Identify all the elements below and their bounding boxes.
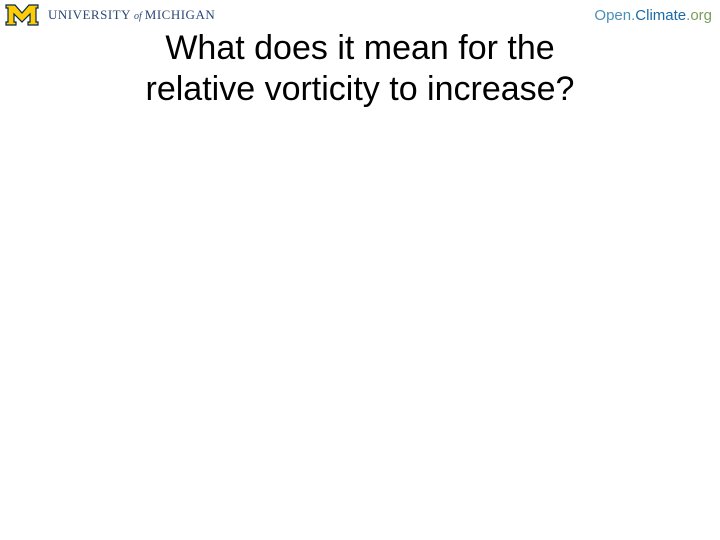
openclimate-logo: Open. Climate . org: [594, 7, 712, 24]
title-line-1: What does it mean for the: [50, 28, 670, 69]
wordmark-of: of: [134, 11, 142, 22]
wordmark-michigan: MICHIGAN: [145, 7, 215, 23]
university-wordmark: UNIVERSITY of MICHIGAN: [48, 7, 215, 23]
slide-header: UNIVERSITY of MICHIGAN Open. Climate . o…: [0, 0, 720, 30]
oc-open: Open.: [594, 7, 635, 24]
wordmark-university: UNIVERSITY: [48, 7, 131, 23]
title-line-2: relative vorticity to increase?: [50, 69, 670, 110]
block-m-icon: [4, 2, 40, 28]
university-logo: UNIVERSITY of MICHIGAN: [4, 2, 215, 28]
slide-title: What does it mean for the relative vorti…: [0, 28, 720, 110]
oc-climate: Climate: [635, 7, 686, 24]
oc-org: org: [690, 7, 712, 24]
slide: UNIVERSITY of MICHIGAN Open. Climate . o…: [0, 0, 720, 540]
